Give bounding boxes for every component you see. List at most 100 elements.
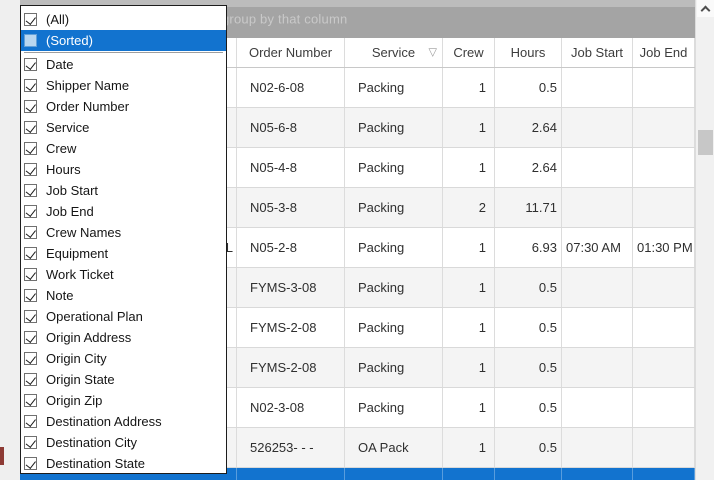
cell-job-end[interactable]: [633, 428, 695, 467]
column-header-shipper-visible[interactable]: [20, 38, 237, 67]
cell-service[interactable]: Packing: [345, 388, 443, 427]
cell-order-number[interactable]: FYMS-3-08: [237, 268, 345, 307]
cell-job-start[interactable]: [562, 268, 633, 307]
filter-option-destination-state[interactable]: Destination State: [21, 453, 226, 473]
cell-service[interactable]: Packing: [345, 148, 443, 187]
cell-order-number[interactable]: [237, 468, 345, 480]
cell-service[interactable]: Packing: [345, 68, 443, 107]
cell-crew[interactable]: 1: [443, 268, 495, 307]
cell-order-number[interactable]: 526253- - -: [237, 428, 345, 467]
cell-hours[interactable]: 0.5: [495, 308, 562, 347]
checkbox-icon[interactable]: [24, 226, 37, 239]
cell-order-number[interactable]: N05-6-8: [237, 108, 345, 147]
cell-hours[interactable]: 0.5: [495, 268, 562, 307]
column-header-order-number[interactable]: Order Number: [237, 38, 345, 67]
cell-shipper-visible[interactable]: [20, 148, 237, 187]
cell-hours[interactable]: 2.64: [495, 108, 562, 147]
cell-crew[interactable]: 1: [443, 68, 495, 107]
cell-shipper-visible[interactable]: [20, 308, 237, 347]
filter-option-operational-plan[interactable]: Operational Plan: [21, 306, 226, 327]
filter-option-work-ticket[interactable]: Work Ticket: [21, 264, 226, 285]
cell-crew[interactable]: 1: [443, 308, 495, 347]
filter-option-origin-state[interactable]: Origin State: [21, 369, 226, 390]
cell-job-end[interactable]: [633, 148, 695, 187]
filter-option-origin-address[interactable]: Origin Address: [21, 327, 226, 348]
cell-shipper-visible[interactable]: [20, 388, 237, 427]
filter-option-shipper-name[interactable]: Shipper Name: [21, 75, 226, 96]
cell-hours[interactable]: 6.93: [495, 228, 562, 267]
filter-option-origin-city[interactable]: Origin City: [21, 348, 226, 369]
cell-service[interactable]: [345, 468, 443, 480]
checkbox-icon[interactable]: [24, 13, 37, 26]
cell-crew[interactable]: 1: [443, 388, 495, 427]
cell-job-start[interactable]: [562, 388, 633, 427]
cell-shipper-visible[interactable]: [20, 108, 237, 147]
cell-job-end[interactable]: [633, 388, 695, 427]
cell-order-number[interactable]: FYMS-2-08: [237, 348, 345, 387]
filter-option-hours[interactable]: Hours: [21, 159, 226, 180]
cell-hours[interactable]: 2.64: [495, 148, 562, 187]
cell-job-start[interactable]: [562, 348, 633, 387]
cell-shipper-visible[interactable]: L: [20, 228, 237, 267]
filter-option-job-start[interactable]: Job Start: [21, 180, 226, 201]
cell-job-start[interactable]: [562, 188, 633, 227]
cell-crew[interactable]: 1: [443, 348, 495, 387]
filter-option-job-end[interactable]: Job End: [21, 201, 226, 222]
cell-job-end[interactable]: [633, 188, 695, 227]
cell-shipper-visible[interactable]: [20, 428, 237, 467]
filter-option-order-number[interactable]: Order Number: [21, 96, 226, 117]
checkbox-icon[interactable]: [24, 142, 37, 155]
checkbox-icon[interactable]: [24, 394, 37, 407]
checkbox-icon[interactable]: [24, 163, 37, 176]
cell-job-start[interactable]: [562, 428, 633, 467]
vertical-scrollbar[interactable]: [695, 0, 714, 480]
cell-job-start[interactable]: 07:30 AM: [562, 228, 633, 267]
filter-option-equipment[interactable]: Equipment: [21, 243, 226, 264]
scroll-up-button[interactable]: [697, 0, 714, 17]
cell-job-start[interactable]: [562, 108, 633, 147]
cell-service[interactable]: Packing: [345, 108, 443, 147]
cell-hours[interactable]: 0.5: [495, 68, 562, 107]
cell-hours[interactable]: 0.5: [495, 428, 562, 467]
cell-service[interactable]: Packing: [345, 308, 443, 347]
cell-job-start[interactable]: [562, 148, 633, 187]
filter-icon[interactable]: ▽: [428, 46, 437, 58]
checkbox-icon[interactable]: [24, 289, 37, 302]
filter-option-service[interactable]: Service: [21, 117, 226, 138]
checkbox-icon[interactable]: [24, 79, 37, 92]
cell-job-end[interactable]: [633, 468, 695, 480]
cell-hours[interactable]: 0.5: [495, 388, 562, 427]
checkbox-icon[interactable]: [24, 415, 37, 428]
cell-service[interactable]: Packing: [345, 348, 443, 387]
cell-crew[interactable]: 1: [443, 428, 495, 467]
cell-hours[interactable]: 0.5: [495, 348, 562, 387]
cell-job-start[interactable]: [562, 68, 633, 107]
filter-option-all[interactable]: (All): [21, 9, 226, 30]
cell-service[interactable]: OA Pack: [345, 428, 443, 467]
cell-order-number[interactable]: N05-3-8: [237, 188, 345, 227]
filter-option-crew-names[interactable]: Crew Names: [21, 222, 226, 243]
filter-option-date[interactable]: Date: [21, 54, 226, 75]
checkbox-icon[interactable]: [24, 352, 37, 365]
cell-job-end[interactable]: [633, 108, 695, 147]
checkbox-icon[interactable]: [24, 436, 37, 449]
cell-order-number[interactable]: N05-2-8: [237, 228, 345, 267]
cell-service[interactable]: Packing: [345, 268, 443, 307]
cell-hours[interactable]: 11.71: [495, 188, 562, 227]
cell-order-number[interactable]: N02-6-08: [237, 68, 345, 107]
cell-job-end[interactable]: [633, 308, 695, 347]
column-header-service[interactable]: Service ▽: [345, 38, 443, 67]
cell-job-end[interactable]: [633, 68, 695, 107]
cell-shipper-visible[interactable]: [20, 468, 237, 480]
column-header-job-start[interactable]: Job Start: [562, 38, 633, 67]
checkbox-icon[interactable]: [24, 58, 37, 71]
filter-option-destination-address[interactable]: Destination Address: [21, 411, 226, 432]
checkbox-icon[interactable]: [24, 331, 37, 344]
filter-option-origin-zip[interactable]: Origin Zip: [21, 390, 226, 411]
filter-option-destination-city[interactable]: Destination City: [21, 432, 226, 453]
cell-service[interactable]: Packing: [345, 228, 443, 267]
checkbox-icon[interactable]: [24, 247, 37, 260]
cell-shipper-visible[interactable]: [20, 348, 237, 387]
cell-crew[interactable]: 2: [443, 188, 495, 227]
cell-job-end[interactable]: 01:30 PM: [633, 228, 695, 267]
